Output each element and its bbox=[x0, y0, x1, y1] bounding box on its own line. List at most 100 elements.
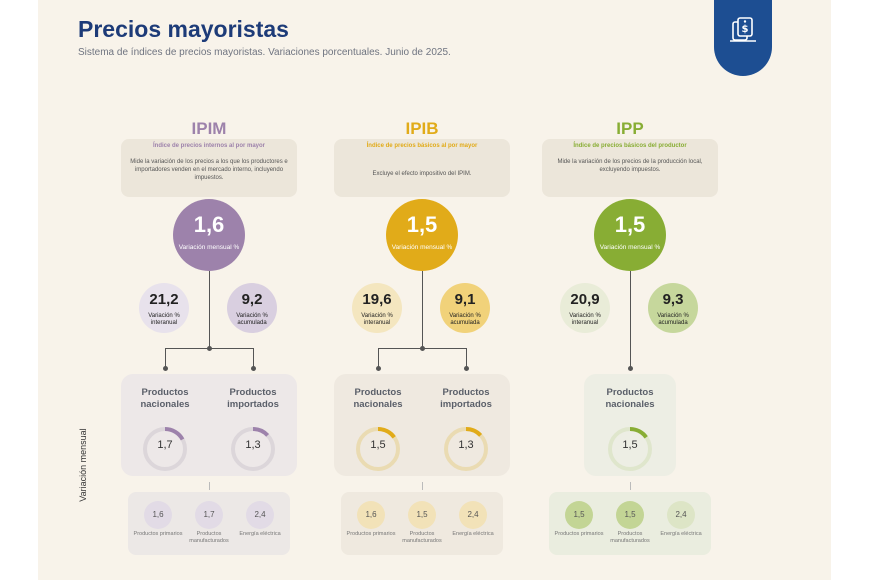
index-fullname: Índice de precios básicos del productor bbox=[573, 143, 687, 149]
component-circle: 1,7 bbox=[195, 501, 223, 529]
ring-gauge bbox=[356, 427, 400, 471]
component-circle: 1,6 bbox=[357, 501, 385, 529]
price-tags-icon: $ bbox=[730, 17, 756, 42]
product-value: 1,3 bbox=[245, 439, 261, 451]
connector-line bbox=[209, 482, 210, 490]
progress-ring: 1,5 bbox=[606, 425, 654, 473]
connector-line bbox=[422, 482, 423, 490]
index-fullname: Índice de precios internos al por mayor bbox=[152, 143, 266, 149]
connector-dot bbox=[163, 366, 168, 371]
monthly-circle: 1,5 Variación mensual % bbox=[386, 199, 458, 271]
connector-line bbox=[378, 348, 379, 368]
connector-line bbox=[165, 348, 253, 349]
ring-fill bbox=[444, 427, 488, 471]
connector-dot bbox=[251, 366, 256, 371]
products-box bbox=[121, 374, 297, 476]
component-circle: 2,4 bbox=[667, 501, 695, 529]
monthly-label: Variación mensual % bbox=[391, 244, 453, 251]
component-circle: 2,4 bbox=[246, 501, 274, 529]
interannual-value: 20,9 bbox=[570, 291, 600, 308]
cumulative-label: Variación % acumulada bbox=[236, 313, 268, 326]
products-box bbox=[584, 374, 676, 476]
product-value: 1,5 bbox=[370, 439, 386, 451]
connector-line bbox=[209, 271, 210, 348]
component-label: Productos primarios bbox=[554, 531, 604, 537]
product-label: Productos nacionales bbox=[140, 387, 190, 410]
monthly-value: 1,6 bbox=[193, 212, 225, 237]
connector-line bbox=[630, 482, 631, 490]
ring-fill bbox=[231, 427, 275, 471]
connector-line bbox=[422, 271, 423, 348]
product-value: 1,7 bbox=[157, 439, 173, 451]
ring-gauge bbox=[608, 427, 652, 471]
column-ipp: IPP Índice de precios básicos del produc… bbox=[530, 0, 730, 580]
product-label: Productos nacionales bbox=[605, 387, 655, 410]
products-box bbox=[334, 374, 510, 476]
ring-gauge bbox=[444, 427, 488, 471]
ring-fill bbox=[143, 427, 187, 471]
progress-ring: 1,3 bbox=[229, 425, 277, 473]
column-ipib: IPIB Índice de precios básicos al por ma… bbox=[322, 0, 522, 580]
component-circle: 1,6 bbox=[144, 501, 172, 529]
index-description: Mide la variación de los precios a los q… bbox=[130, 159, 288, 182]
connector-dot bbox=[628, 366, 633, 371]
ring-gauge bbox=[231, 427, 275, 471]
monthly-value: 1,5 bbox=[614, 212, 646, 237]
monthly-label: Variación mensual % bbox=[599, 244, 661, 251]
cumulative-value: 9,2 bbox=[241, 291, 263, 308]
ring-fill bbox=[356, 427, 400, 471]
interannual-circle: 20,9 Variación % interanual bbox=[560, 283, 610, 333]
component-label: Productos manufacturados bbox=[610, 531, 650, 544]
index-description: Mide la variación de los precios de la p… bbox=[557, 159, 703, 174]
product-value: 1,3 bbox=[458, 439, 474, 451]
component-circle: 2,4 bbox=[459, 501, 487, 529]
component-circle: 1,5 bbox=[408, 501, 436, 529]
connector-line bbox=[378, 348, 466, 349]
page-subtitle: Sistema de índices de precios mayoristas… bbox=[78, 47, 451, 58]
cumulative-circle: 9,1 Variación % acumulada bbox=[440, 283, 490, 333]
progress-ring: 1,5 bbox=[354, 425, 402, 473]
cumulative-label: Variación % acumulada bbox=[449, 313, 481, 326]
connector-dot bbox=[376, 366, 381, 371]
interannual-circle: 21,2 Variación % interanual bbox=[139, 283, 189, 333]
progress-ring: 1,3 bbox=[442, 425, 490, 473]
description-box: Índice de precios internos al por mayor … bbox=[121, 139, 297, 197]
side-axis-label: Variación mensual bbox=[78, 428, 88, 502]
description-box: Índice de precios básicos del productor … bbox=[542, 139, 718, 197]
monthly-circle: 1,5 Variación mensual % bbox=[594, 199, 666, 271]
product-label: Productos nacionales bbox=[353, 387, 403, 410]
interannual-circle: 19,6 Variación % interanual bbox=[352, 283, 402, 333]
page-title: Precios mayoristas bbox=[78, 16, 289, 42]
component-label: Energía eléctrica bbox=[660, 531, 702, 537]
component-circle: 1,5 bbox=[616, 501, 644, 529]
index-description: Excluye el efecto impositivo del IPIM. bbox=[372, 171, 472, 177]
index-fullname: Índice de precios básicos al por mayor bbox=[366, 143, 478, 149]
index-name: IPIM bbox=[191, 119, 227, 138]
product-value: 1,5 bbox=[622, 439, 638, 451]
component-label: Productos primarios bbox=[133, 531, 183, 537]
component-label: Energía eléctrica bbox=[452, 531, 494, 537]
cumulative-circle: 9,2 Variación % acumulada bbox=[227, 283, 277, 333]
interannual-label: Variación % interanual bbox=[361, 313, 393, 326]
ring-fill bbox=[608, 427, 652, 471]
monthly-label: Variación mensual % bbox=[178, 244, 240, 251]
product-label: Productos importados bbox=[440, 387, 492, 410]
interannual-value: 19,6 bbox=[362, 291, 392, 308]
monthly-circle: 1,6 Variación mensual % bbox=[173, 199, 245, 271]
cumulative-circle: 9,3 Variación % acumulada bbox=[648, 283, 698, 333]
monthly-value: 1,5 bbox=[406, 212, 438, 237]
product-label: Productos importados bbox=[227, 387, 279, 410]
component-label: Energía eléctrica bbox=[239, 531, 281, 537]
component-label: Productos primarios bbox=[346, 531, 396, 537]
connector-line bbox=[253, 348, 254, 368]
description-box: Índice de precios básicos al por mayor E… bbox=[334, 139, 510, 197]
interannual-label: Variación % interanual bbox=[148, 313, 180, 326]
index-name: IPP bbox=[616, 119, 644, 138]
cumulative-label: Variación % acumulada bbox=[657, 313, 689, 326]
component-circle: 1,5 bbox=[565, 501, 593, 529]
index-name: IPIB bbox=[405, 119, 439, 138]
svg-text:$: $ bbox=[742, 24, 749, 35]
cumulative-value: 9,1 bbox=[454, 291, 476, 308]
connector-dot bbox=[464, 366, 469, 371]
interannual-value: 21,2 bbox=[149, 291, 179, 308]
